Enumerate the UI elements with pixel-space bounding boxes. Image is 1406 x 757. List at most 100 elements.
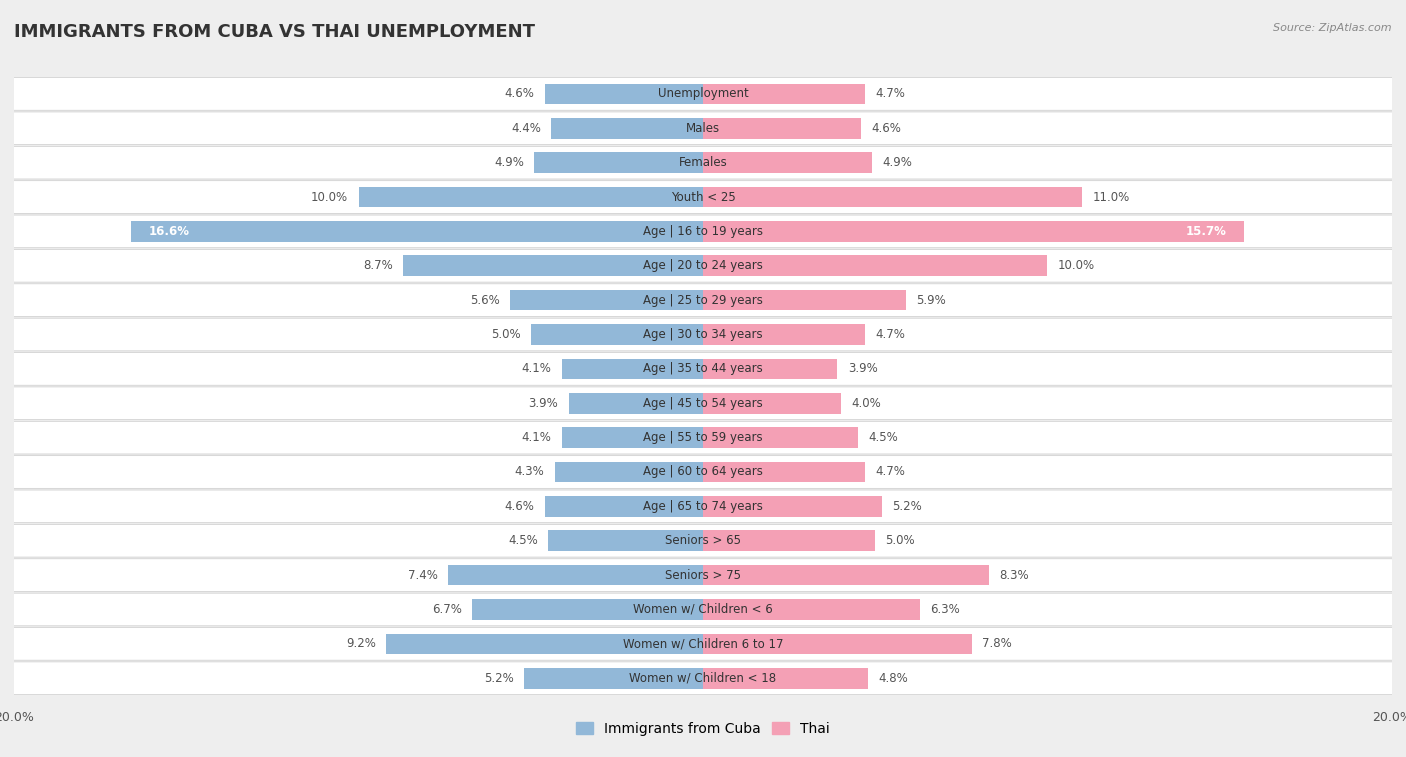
FancyBboxPatch shape [13, 559, 1393, 591]
Bar [703, 600, 920, 620]
Text: 4.8%: 4.8% [879, 671, 908, 685]
FancyBboxPatch shape [13, 353, 1393, 385]
Bar [568, 393, 703, 413]
Text: 4.5%: 4.5% [869, 431, 898, 444]
Text: Age | 45 to 54 years: Age | 45 to 54 years [643, 397, 763, 410]
Text: Age | 25 to 29 years: Age | 25 to 29 years [643, 294, 763, 307]
Text: Age | 16 to 19 years: Age | 16 to 19 years [643, 225, 763, 238]
Text: 11.0%: 11.0% [1092, 191, 1129, 204]
Bar [703, 83, 865, 104]
Text: 6.7%: 6.7% [432, 603, 461, 616]
FancyBboxPatch shape [13, 422, 1393, 454]
Text: 4.7%: 4.7% [875, 87, 905, 101]
Text: 4.6%: 4.6% [872, 122, 901, 135]
Text: 4.0%: 4.0% [851, 397, 882, 410]
Bar [703, 255, 1047, 276]
Bar [703, 496, 882, 517]
Text: 5.0%: 5.0% [491, 328, 520, 341]
Bar [555, 462, 703, 482]
Text: Unemployment: Unemployment [658, 87, 748, 101]
Text: 4.9%: 4.9% [494, 156, 524, 169]
Text: 4.3%: 4.3% [515, 466, 544, 478]
Text: 3.9%: 3.9% [848, 363, 877, 375]
Text: 4.7%: 4.7% [875, 328, 905, 341]
Bar [703, 221, 1244, 241]
Bar [510, 290, 703, 310]
Text: Males: Males [686, 122, 720, 135]
FancyBboxPatch shape [13, 525, 1393, 557]
FancyBboxPatch shape [13, 77, 1393, 111]
Bar [703, 531, 875, 551]
Text: 5.0%: 5.0% [886, 534, 915, 547]
Text: 8.7%: 8.7% [363, 259, 392, 273]
Bar [544, 496, 703, 517]
Bar [703, 359, 838, 379]
FancyBboxPatch shape [13, 662, 1393, 695]
Bar [531, 324, 703, 345]
Text: 4.1%: 4.1% [522, 431, 551, 444]
Bar [544, 83, 703, 104]
Text: Seniors > 65: Seniors > 65 [665, 534, 741, 547]
Bar [703, 634, 972, 654]
FancyBboxPatch shape [13, 112, 1393, 145]
Text: 4.5%: 4.5% [508, 534, 537, 547]
Bar [387, 634, 703, 654]
Text: 5.2%: 5.2% [893, 500, 922, 513]
Text: 4.6%: 4.6% [505, 500, 534, 513]
Text: 8.3%: 8.3% [1000, 569, 1029, 581]
Bar [703, 668, 869, 689]
Text: Youth < 25: Youth < 25 [671, 191, 735, 204]
Text: Females: Females [679, 156, 727, 169]
Text: 5.9%: 5.9% [917, 294, 946, 307]
Text: Age | 30 to 34 years: Age | 30 to 34 years [643, 328, 763, 341]
Legend: Immigrants from Cuba, Thai: Immigrants from Cuba, Thai [571, 716, 835, 742]
Bar [703, 324, 865, 345]
Text: 4.6%: 4.6% [505, 87, 534, 101]
Text: 10.0%: 10.0% [1057, 259, 1095, 273]
FancyBboxPatch shape [13, 490, 1393, 522]
Bar [472, 600, 703, 620]
Text: Age | 35 to 44 years: Age | 35 to 44 years [643, 363, 763, 375]
Text: IMMIGRANTS FROM CUBA VS THAI UNEMPLOYMENT: IMMIGRANTS FROM CUBA VS THAI UNEMPLOYMEN… [14, 23, 536, 41]
FancyBboxPatch shape [13, 250, 1393, 282]
FancyBboxPatch shape [13, 318, 1393, 350]
Text: 7.4%: 7.4% [408, 569, 437, 581]
Bar [562, 359, 703, 379]
Text: Seniors > 75: Seniors > 75 [665, 569, 741, 581]
Bar [524, 668, 703, 689]
FancyBboxPatch shape [13, 628, 1393, 660]
Bar [551, 118, 703, 139]
Text: Women w/ Children 6 to 17: Women w/ Children 6 to 17 [623, 637, 783, 650]
Bar [703, 290, 907, 310]
Bar [404, 255, 703, 276]
Bar [703, 427, 858, 448]
FancyBboxPatch shape [13, 181, 1393, 213]
FancyBboxPatch shape [13, 146, 1393, 179]
Text: 3.9%: 3.9% [529, 397, 558, 410]
Bar [703, 393, 841, 413]
Text: 4.1%: 4.1% [522, 363, 551, 375]
Text: 10.0%: 10.0% [311, 191, 349, 204]
Text: 5.2%: 5.2% [484, 671, 513, 685]
Bar [359, 187, 703, 207]
FancyBboxPatch shape [13, 593, 1393, 626]
Text: Age | 55 to 59 years: Age | 55 to 59 years [643, 431, 763, 444]
Text: 4.9%: 4.9% [882, 156, 912, 169]
Text: 15.7%: 15.7% [1185, 225, 1226, 238]
Text: 6.3%: 6.3% [931, 603, 960, 616]
Text: 5.6%: 5.6% [470, 294, 499, 307]
Text: Age | 65 to 74 years: Age | 65 to 74 years [643, 500, 763, 513]
Text: 9.2%: 9.2% [346, 637, 375, 650]
Text: 4.4%: 4.4% [512, 122, 541, 135]
Bar [534, 152, 703, 173]
FancyBboxPatch shape [13, 387, 1393, 419]
Text: Age | 20 to 24 years: Age | 20 to 24 years [643, 259, 763, 273]
FancyBboxPatch shape [13, 456, 1393, 488]
FancyBboxPatch shape [13, 284, 1393, 316]
Bar [131, 221, 703, 241]
Text: Source: ZipAtlas.com: Source: ZipAtlas.com [1274, 23, 1392, 33]
Text: 7.8%: 7.8% [981, 637, 1012, 650]
Bar [703, 118, 862, 139]
Bar [703, 462, 865, 482]
Text: Women w/ Children < 18: Women w/ Children < 18 [630, 671, 776, 685]
